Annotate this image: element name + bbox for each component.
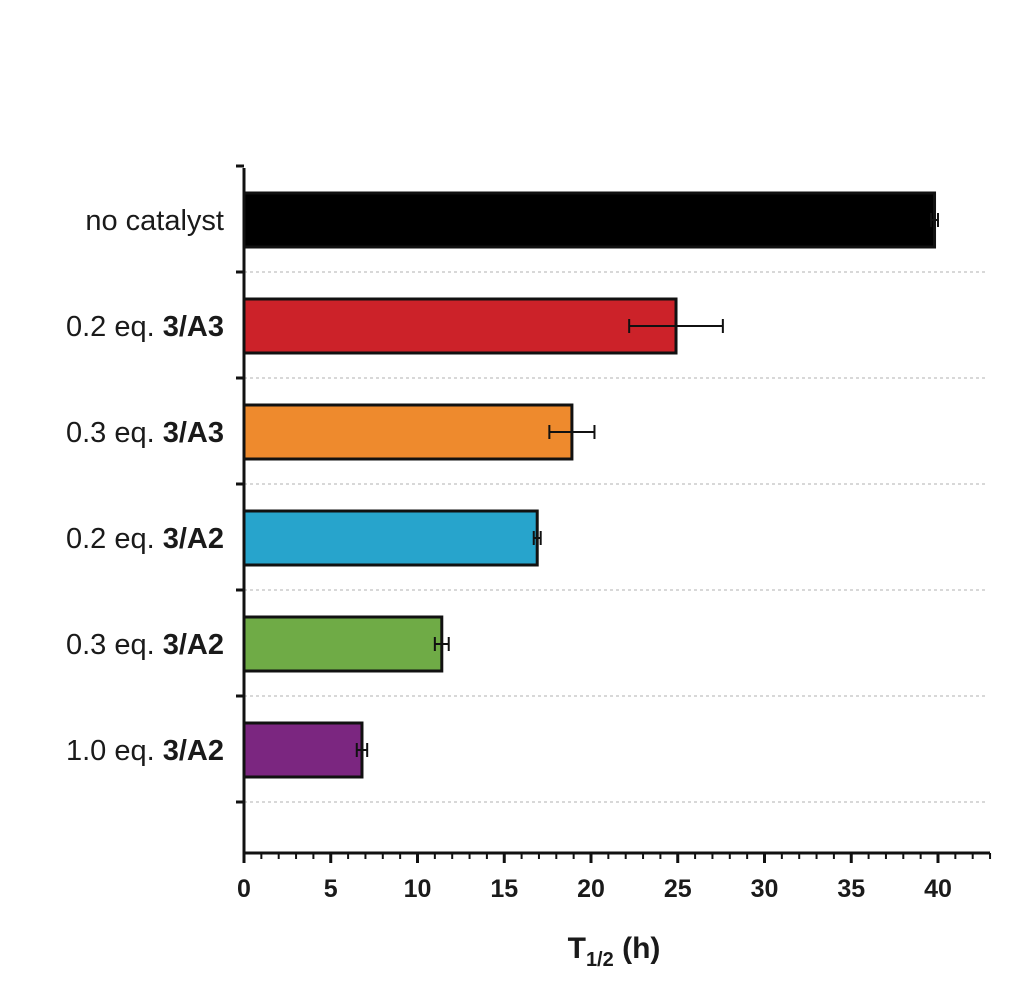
category-label: 0.2 eq. 3/A2 xyxy=(66,523,224,555)
bar xyxy=(242,297,678,355)
category-label: 1.0 eq. 3/A2 xyxy=(66,735,224,767)
bar xyxy=(242,403,574,461)
bar xyxy=(242,191,937,249)
x-tick-label: 30 xyxy=(751,875,779,903)
category-label: 0.2 eq. 3/A3 xyxy=(66,311,224,343)
x-tick-label: 10 xyxy=(404,875,432,903)
x-tick-label: 20 xyxy=(577,875,605,903)
x-axis-title: T1/2 (h) xyxy=(568,932,661,971)
category-label: no catalyst xyxy=(85,205,224,237)
x-tick-label: 5 xyxy=(324,875,338,903)
bars xyxy=(242,191,939,779)
x-tick-label: 40 xyxy=(924,875,952,903)
x-tick-label: 0 xyxy=(237,875,251,903)
axes xyxy=(236,164,992,863)
category-label: 0.3 eq. 3/A3 xyxy=(66,417,224,449)
bar xyxy=(242,509,539,567)
labels: no catalyst 0.2 eq. 3/A3 0.3 eq. 3/A3 0.2 e… xyxy=(66,205,952,903)
x-tick-label: 35 xyxy=(837,875,865,903)
category-label: 0.3 eq. 3/A2 xyxy=(66,629,224,661)
bar xyxy=(242,721,364,779)
x-tick-label: 25 xyxy=(664,875,692,903)
x-tick-label: 15 xyxy=(490,875,518,903)
grid-lines xyxy=(244,271,988,803)
bar xyxy=(242,615,444,673)
